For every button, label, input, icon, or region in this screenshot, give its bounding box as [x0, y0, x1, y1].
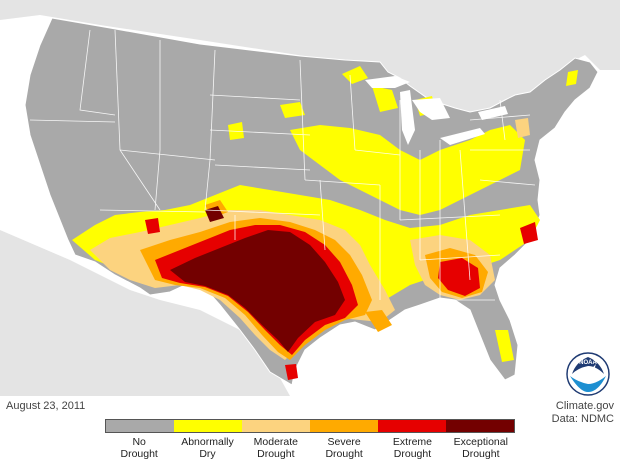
noaa-logo: NOAA — [566, 352, 610, 396]
legend-swatch-1 — [174, 420, 242, 432]
state-borders — [29, 29, 536, 301]
legend-label-line2: Drought — [325, 448, 363, 460]
legend-label-line1: Exceptional — [453, 436, 508, 448]
legend-labels: No Drought Abnormally Dry Moderate Drought Sev… — [105, 436, 515, 460]
legend-label-line2: Drought — [120, 448, 158, 460]
legend-label-5: Exceptional Drought — [447, 436, 515, 460]
legend-label-1: Abnormally Dry — [173, 436, 241, 460]
legend-color-bar — [105, 419, 515, 433]
legend-label-3: Severe Drought — [310, 436, 378, 460]
mexico-land — [0, 230, 290, 396]
credit-source: Climate.gov — [555, 400, 614, 412]
credit-data: Data: NDMC — [551, 413, 614, 425]
legend-label-line2: Drought — [462, 448, 500, 460]
map-date: August 23, 2011 — [6, 400, 86, 412]
legend-swatch-3 — [310, 420, 378, 432]
legend-label-line2: Drought — [257, 448, 295, 460]
canada-land — [0, 0, 620, 115]
legend-label-line1: Extreme — [392, 436, 433, 448]
great-lakes — [365, 76, 508, 145]
legend-label-4: Extreme Drought — [378, 436, 446, 460]
legend-swatch-4 — [378, 420, 446, 432]
legend-label-0: No Drought — [105, 436, 173, 460]
map-credit: Climate.gov Data: NDMC — [552, 400, 614, 426]
legend-label-line2: Drought — [393, 448, 432, 460]
legend-swatch-0 — [106, 420, 174, 432]
legend-label-2: Moderate Drought — [242, 436, 310, 460]
legend-label-line1: No — [132, 436, 146, 448]
legend-label-line2: Dry — [199, 448, 216, 460]
legend-label-line1: Abnormally — [181, 436, 234, 448]
drought-map-svg — [0, 0, 620, 396]
legend-swatch-5 — [446, 420, 514, 432]
legend-label-line1: Moderate — [253, 436, 298, 448]
noaa-logo-text: NOAA — [579, 360, 597, 366]
legend-label-line1: Severe — [327, 436, 361, 448]
drought-map — [0, 0, 620, 396]
legend-swatch-2 — [242, 420, 310, 432]
